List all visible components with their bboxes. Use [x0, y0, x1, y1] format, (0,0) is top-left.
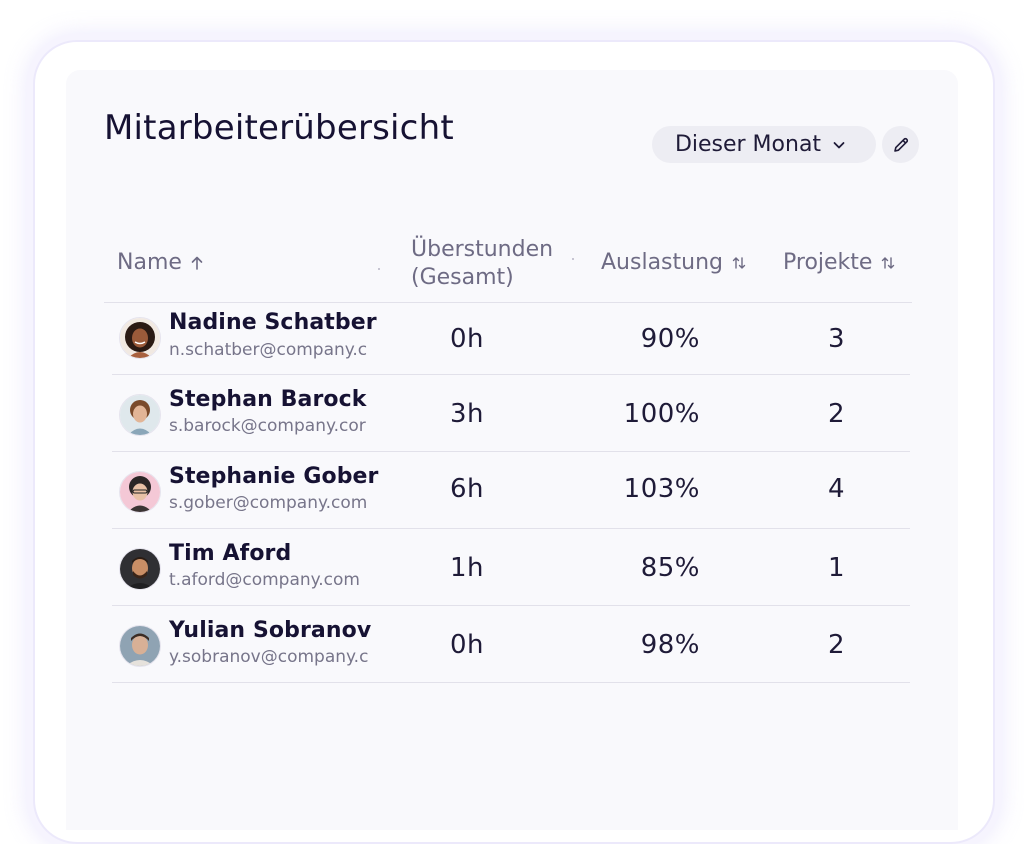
column-separator — [572, 258, 574, 260]
row-divider — [112, 528, 910, 529]
pencil-icon — [891, 135, 911, 155]
employee-email: y.sobranov@company.c — [169, 647, 369, 667]
column-header-overtime-line1: Überstunden — [411, 237, 554, 262]
utilization-value: 90% — [640, 324, 700, 354]
column-separator — [378, 268, 380, 270]
period-dropdown[interactable]: Dieser Monat — [652, 126, 876, 163]
row-divider — [112, 605, 910, 606]
avatar — [119, 317, 161, 359]
projects-value: 4 — [828, 474, 846, 504]
overtime-value: 1h — [450, 553, 485, 583]
sort-arrows-icon — [731, 254, 747, 272]
avatar — [119, 548, 161, 590]
projects-value: 2 — [828, 630, 846, 660]
page-title: Mitarbeiterübersicht — [104, 108, 454, 148]
avatar — [119, 394, 161, 436]
chevron-down-icon — [831, 137, 847, 153]
arrow-up-icon — [190, 255, 204, 271]
header-divider — [104, 302, 912, 303]
utilization-value: 103% — [623, 474, 700, 504]
edit-button[interactable] — [882, 126, 919, 163]
row-divider — [112, 682, 910, 683]
employee-name: Yulian Sobranov — [169, 618, 372, 643]
utilization-value: 85% — [640, 553, 700, 583]
column-header-name[interactable]: Name — [117, 250, 204, 275]
employee-name: Stephanie Gober — [169, 464, 379, 489]
column-header-overtime-line2: (Gesamt) — [411, 265, 514, 290]
employee-overview-card — [66, 70, 958, 830]
overtime-value: 0h — [450, 324, 485, 354]
projects-value: 1 — [828, 553, 846, 583]
projects-value: 2 — [828, 399, 846, 429]
column-header-utilization-label: Auslastung — [601, 250, 723, 275]
column-header-projects-label: Projekte — [783, 250, 873, 275]
column-header-projects[interactable]: Projekte — [783, 250, 896, 275]
employee-email: s.barock@company.cor — [169, 416, 366, 436]
utilization-value: 100% — [623, 399, 700, 429]
avatar — [119, 625, 161, 667]
projects-value: 3 — [828, 324, 846, 354]
row-divider — [112, 451, 910, 452]
column-header-name-label: Name — [117, 250, 182, 275]
employee-name: Nadine Schatber — [169, 310, 377, 335]
employee-email: s.gober@company.com — [169, 493, 368, 513]
column-header-overtime[interactable]: Überstunden (Gesamt) — [411, 236, 581, 292]
employee-name: Tim Aford — [169, 541, 292, 566]
period-dropdown-label: Dieser Monat — [674, 132, 822, 157]
employee-email: t.aford@company.com — [169, 570, 360, 590]
avatar — [119, 471, 161, 513]
column-header-utilization[interactable]: Auslastung — [601, 250, 747, 275]
sort-arrows-icon — [880, 254, 896, 272]
employee-name: Stephan Barock — [169, 387, 367, 412]
row-divider — [112, 374, 910, 375]
overtime-value: 6h — [450, 474, 485, 504]
overtime-value: 3h — [450, 399, 485, 429]
employee-email: n.schatber@company.c — [169, 340, 368, 360]
utilization-value: 98% — [640, 630, 700, 660]
overtime-value: 0h — [450, 630, 485, 660]
